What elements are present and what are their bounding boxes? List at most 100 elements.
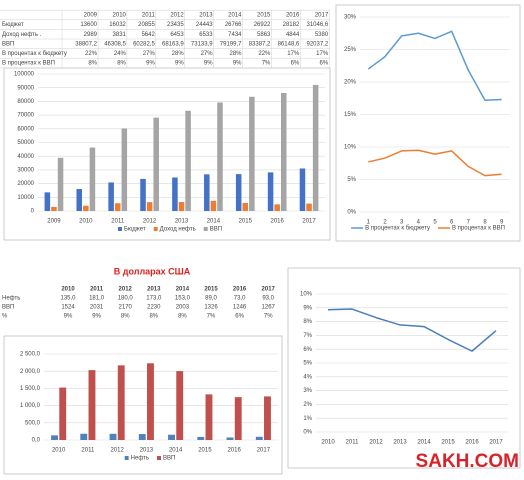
y-tick-label: 1% xyxy=(303,416,312,422)
row-label: ВВП xyxy=(2,41,14,47)
y-tick-label: 30000 xyxy=(17,167,34,173)
y-tick-label: 40000 xyxy=(17,154,34,160)
table-cell: 180,0 xyxy=(118,296,134,302)
table-header: 2017 xyxy=(262,287,276,293)
y-tick-label: 20% xyxy=(344,80,357,86)
legend-label: ВВП xyxy=(163,456,175,462)
bar xyxy=(59,387,67,440)
x-tick-label: 2015 xyxy=(198,448,212,454)
bar xyxy=(57,157,64,211)
table-cell: 38807,2 xyxy=(75,41,97,47)
x-tick-label: 2009 xyxy=(47,219,61,225)
table-cell: 24% xyxy=(114,51,127,57)
table-cell: 6% xyxy=(235,314,244,320)
table-cell: 13600 xyxy=(80,22,97,28)
x-tick-label: 2013 xyxy=(393,440,407,446)
table-cell: 79199,7 xyxy=(220,41,242,47)
table-cell: 93,0 xyxy=(262,296,274,302)
table-header: 2015 xyxy=(257,13,271,19)
table-cell: 8% xyxy=(117,61,126,67)
y-tick-label: 2 500,0 xyxy=(20,352,41,358)
table-cell: 89,0 xyxy=(205,296,217,302)
table-cell: 173,0 xyxy=(146,296,162,302)
bar xyxy=(235,174,242,211)
bar xyxy=(140,178,146,211)
y-tick-label: 1 500,0 xyxy=(20,386,41,392)
line xyxy=(368,149,502,177)
y-tick-label: 10000 xyxy=(17,195,34,201)
x-tick-label: 2017 xyxy=(257,448,271,454)
x-tick-label: 4 xyxy=(417,220,421,226)
table-cell: 27% xyxy=(201,51,214,57)
table-cell: 83387,2 xyxy=(249,41,271,47)
table-header: 2010 xyxy=(113,13,127,19)
table-cell: 1267 xyxy=(262,305,276,311)
table-cell: 60282,5 xyxy=(133,41,155,47)
y-tick-label: 500,0 xyxy=(25,420,41,426)
x-tick-label: 2013 xyxy=(175,219,189,225)
table-cell: 5380 xyxy=(315,32,329,38)
bar xyxy=(51,206,57,211)
legend-swatch xyxy=(203,227,208,231)
table-cell: 153,0 xyxy=(175,296,191,302)
y-tick-label: 2% xyxy=(303,402,312,408)
table-cell: 4844 xyxy=(286,32,300,38)
table-cell: 9% xyxy=(64,314,73,320)
table-cell: 20855 xyxy=(138,22,155,28)
legend: В процентах к бюджету В процентах к ВВП xyxy=(351,226,505,232)
legend-swatch xyxy=(124,456,129,460)
table-cell: 92037,2 xyxy=(306,41,328,47)
y-tick-label: 5% xyxy=(347,177,356,183)
bar xyxy=(153,117,159,211)
chart-frame xyxy=(287,267,521,469)
y-tick-label: 10% xyxy=(344,145,357,151)
table-cell: 31046,6 xyxy=(306,22,328,28)
y-tick-label: 60000 xyxy=(17,126,34,132)
x-tick-label: 2012 xyxy=(369,440,383,446)
table-header: 2014 xyxy=(176,287,190,293)
bar xyxy=(89,147,96,211)
x-tick-label: 2011 xyxy=(111,219,125,225)
table-cell: 8% xyxy=(149,314,158,320)
table-cell: 135,0 xyxy=(60,296,76,302)
bar xyxy=(178,202,185,211)
bar xyxy=(108,182,114,211)
table-cell: 22% xyxy=(85,51,98,57)
table-cell: 6453 xyxy=(170,32,184,38)
y-tick-label: 30% xyxy=(344,15,357,21)
y-tick-label: 10% xyxy=(300,292,313,298)
y-tick-label: 0,0 xyxy=(32,438,41,444)
table-cell: 17% xyxy=(287,51,300,57)
table-cell: 26922 xyxy=(254,22,271,28)
bar xyxy=(117,365,125,440)
bar xyxy=(88,370,96,440)
table-cell: 73,0 xyxy=(234,296,246,302)
bar xyxy=(51,435,58,440)
y-tick-label: 20000 xyxy=(17,181,34,187)
bar xyxy=(217,102,223,211)
bar xyxy=(138,434,146,440)
x-tick-label: 2011 xyxy=(81,448,95,454)
table-cell: 181,0 xyxy=(89,296,105,302)
y-tick-label: 0% xyxy=(303,430,312,436)
chart-frame xyxy=(335,4,521,242)
table-cell: 2989 xyxy=(84,32,98,38)
row-label: В процентах к бюджету xyxy=(2,51,67,57)
table-cell: 8% xyxy=(88,61,97,67)
table-cell: 26766 xyxy=(225,22,242,28)
y-tick-label: 1 000,0 xyxy=(20,403,41,409)
x-tick-label: 7 xyxy=(467,220,471,226)
x-tick-label: 8 xyxy=(483,220,487,226)
bar xyxy=(234,397,242,440)
x-tick-label: 2016 xyxy=(227,448,241,454)
table-cell: 7% xyxy=(207,314,216,320)
x-tick-label: 2017 xyxy=(489,440,503,446)
x-tick-label: 2015 xyxy=(239,219,253,225)
table-header: 2013 xyxy=(199,13,213,19)
y-tick-label: 2 000,0 xyxy=(20,369,41,375)
x-tick-label: 2011 xyxy=(346,440,360,446)
table-cell: 6% xyxy=(291,61,300,67)
x-tick-label: 3 xyxy=(400,220,404,226)
table-cell: 7434 xyxy=(228,32,242,38)
